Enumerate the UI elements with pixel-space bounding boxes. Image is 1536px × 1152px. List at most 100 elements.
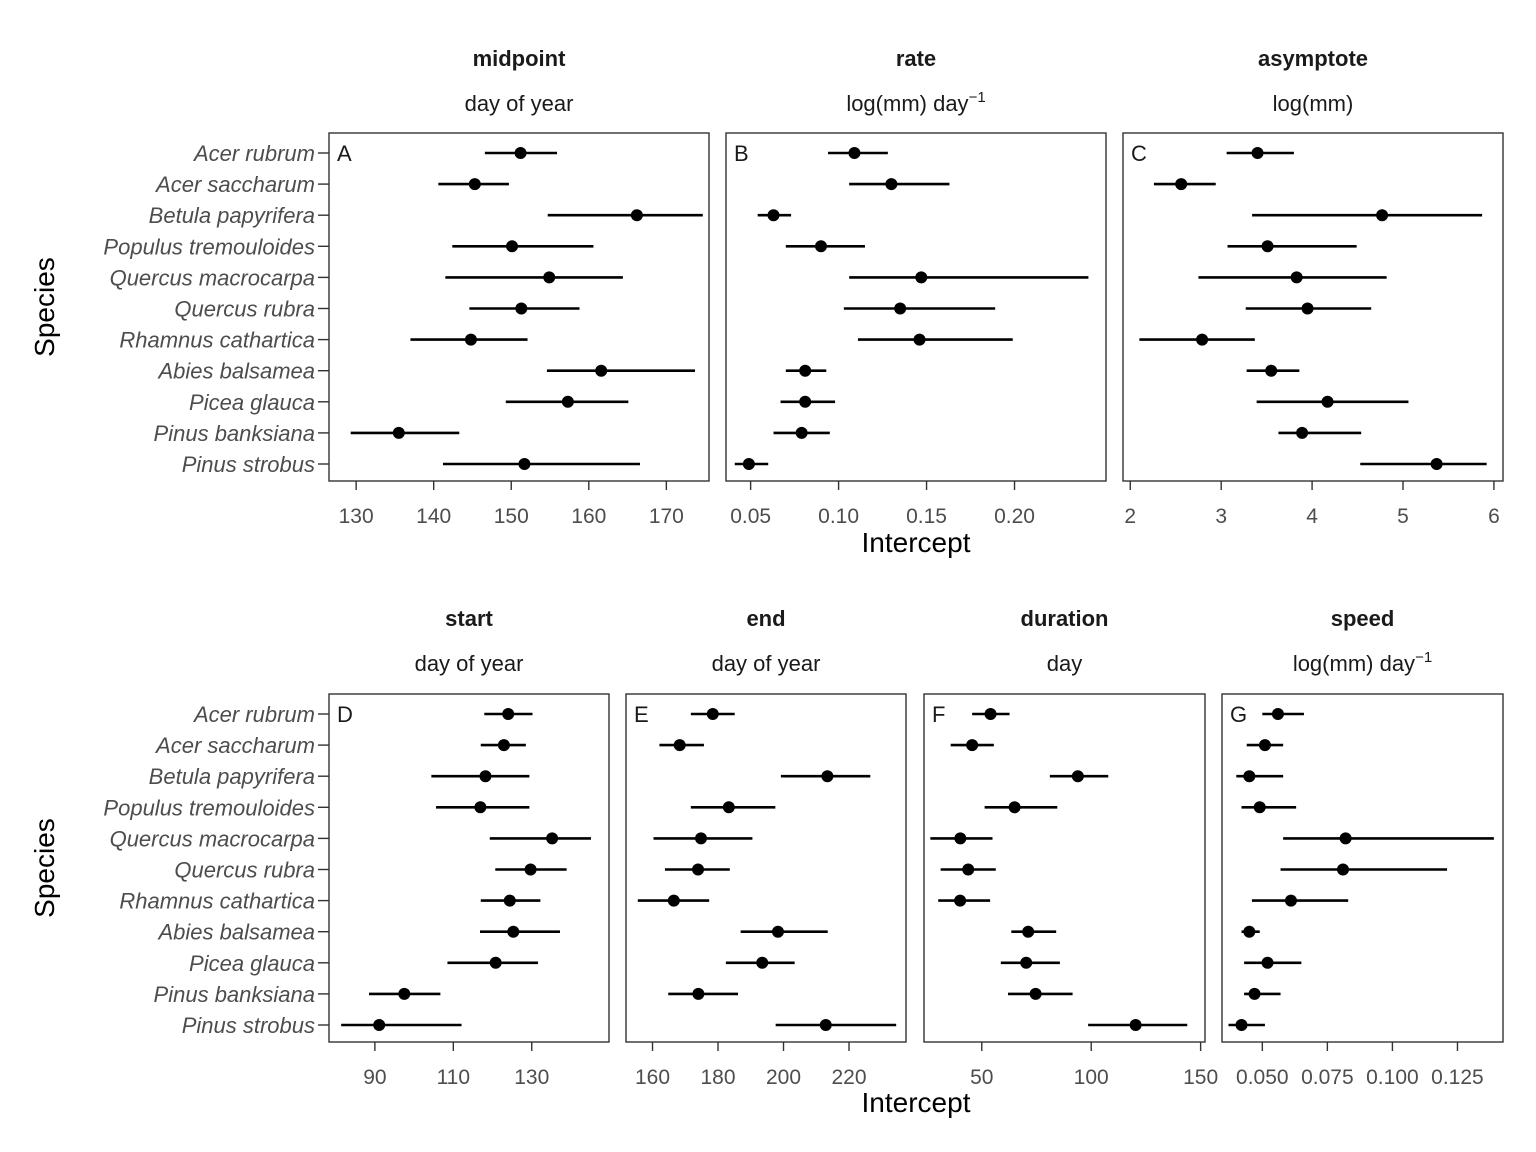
estimate-point [962,863,975,876]
estimate-point [799,395,812,408]
x-axis-title: Intercept [862,1087,971,1118]
panel-unit: day of year [465,91,574,116]
x-tick-label: 0.125 [1431,1066,1484,1089]
estimate-point [673,739,686,752]
estimate-point [1248,987,1261,1000]
species-label: Acer rubrum [192,702,315,727]
estimate-point [507,925,520,938]
panel-border [625,693,907,1043]
y-axis-row-1: Acer rubrum Acer saccharum Betula papyrife… [29,141,329,477]
x-tick-label: 0.20 [994,505,1035,528]
estimate-point [1284,894,1297,907]
estimate-point [1336,863,1349,876]
species-label: Populus tremouloides [103,795,315,820]
estimate-point [1196,333,1209,346]
estimate-point [1020,956,1033,969]
panel-letter: D [337,702,353,727]
estimate-point [795,426,808,439]
estimate-point [771,925,784,938]
estimate-point [1071,770,1084,783]
estimate-point [518,458,531,470]
estimate-point [1376,209,1389,222]
estimate-point [506,240,519,253]
estimate-point [489,956,502,969]
estimate-point [515,302,528,315]
panel-title: speed [1331,606,1395,631]
estimate-point [524,863,537,876]
panel-unit: day of year [415,651,524,676]
estimate-point [954,894,967,907]
estimate-point [503,894,516,907]
estimate-point [1251,147,1264,159]
estimate-point [756,956,769,969]
x-tick-label: 0.15 [906,505,947,528]
estimate-point [915,271,928,284]
x-tick-label: 0.100 [1366,1066,1419,1089]
estimate-point [742,458,755,470]
estimate-point [722,801,735,814]
species-label: Pinus banksiana [154,421,315,446]
panel-letter: F [932,702,945,727]
estimate-point [894,302,907,315]
x-tick-label: 110 [437,1066,470,1089]
x-tick-label: 4 [1306,505,1318,528]
x-tick-label: 6 [1488,505,1500,528]
estimate-point [1243,925,1256,938]
estimate-point [885,178,898,191]
x-tick-label: 90 [363,1066,386,1089]
panel-letter: G [1230,702,1247,727]
estimate-point [1321,395,1334,408]
panel-title: end [746,606,785,631]
estimate-point [1243,770,1256,783]
estimate-point [392,426,405,439]
estimate-point [497,739,510,752]
panel-border [328,693,610,1043]
x-tick-label: 160 [571,505,606,528]
estimate-point [1235,1019,1248,1031]
panel-unit: log(mm) day−1 [1293,649,1432,676]
estimate-point [474,801,487,814]
estimate-point [1271,708,1284,720]
estimate-point [464,333,477,346]
panel-start: start day of year D 90 110 130 [328,606,610,1089]
panel-title: midpoint [473,46,567,71]
estimate-point [692,987,705,1000]
y-axis-title: Species [29,257,60,357]
estimate-point [546,832,559,845]
estimate-point [1261,240,1274,253]
species-label: Quercus rubra [174,297,315,322]
estimate-point [815,240,827,253]
species-label: Acer saccharum [154,172,315,197]
estimate-point [398,987,411,1000]
estimate-point [1265,364,1278,377]
panel-border [725,132,1107,482]
x-tick-label: 170 [649,505,684,528]
x-tick-label: 0.050 [1236,1066,1289,1089]
estimate-point [1430,458,1443,470]
estimate-point [819,1019,832,1031]
panel-end: end day of year E 160 180 200 220 [625,606,907,1089]
species-label: Picea glauca [189,951,315,976]
panel-unit: day of year [712,651,821,676]
species-label: Quercus macrocarpa [110,826,315,851]
estimate-point [502,708,515,720]
species-label: Quercus rubra [174,858,315,883]
estimate-point [514,147,527,159]
panel-title: rate [896,46,936,71]
x-tick-label: 0.05 [730,505,771,528]
x-tick-label: 150 [1183,1066,1218,1089]
x-tick-label: 50 [970,1066,993,1089]
estimate-point [1022,925,1035,938]
x-tick-label: 150 [494,505,529,528]
estimate-point [561,395,574,408]
estimate-point [1258,739,1271,752]
estimate-point [848,147,861,159]
panel-title: asymptote [1258,46,1368,71]
species-label: Acer saccharum [154,733,315,758]
panel-letter: B [734,141,749,166]
panel-speed: speed log(mm) day−1 G 0.050 0.075 0.100 0.125 [1221,606,1504,1089]
y-axis-title: Species [29,818,60,918]
estimate-point [1296,426,1309,439]
panel-title: duration [1021,606,1109,631]
